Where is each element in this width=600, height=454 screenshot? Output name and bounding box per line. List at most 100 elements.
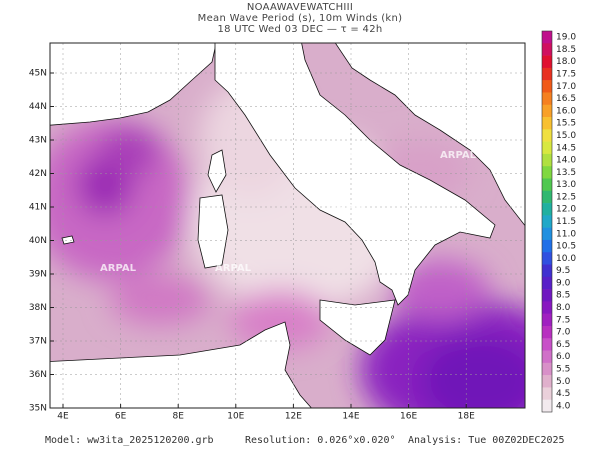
lat-label: 36N [29, 370, 47, 380]
colorbar-swatch [542, 313, 552, 327]
colorbar-swatch [542, 80, 552, 93]
colorbar-label: 11.0 [556, 229, 576, 239]
colorbar-label: 17.0 [556, 82, 576, 92]
colorbar-swatch [542, 289, 552, 302]
colorbar-label: 13.5 [556, 168, 576, 178]
colorbar-label: 9.0 [556, 278, 571, 288]
watermark: ARPAL [330, 203, 367, 214]
colorbar-swatch [542, 31, 552, 44]
watermark: ARPAL [100, 263, 137, 274]
colorbar-label: 6.5 [556, 340, 570, 350]
lon-label: 10E [227, 412, 244, 422]
colorbar-label: 8.5 [556, 291, 570, 301]
lat-label: 35N [29, 404, 47, 414]
watermark: ARPAL [330, 150, 367, 161]
colorbar-swatch [542, 166, 552, 179]
colorbar-swatch [542, 338, 552, 351]
land-sardinia [197, 194, 229, 269]
map-frame [49, 42, 526, 409]
lat-label: 44N [29, 102, 47, 112]
colorbar-swatch [542, 387, 552, 401]
lon-label: 12E [285, 412, 302, 422]
colorbar-label: 12.5 [556, 192, 576, 202]
colorbar-swatch [542, 215, 552, 228]
colorbar-label: 14.0 [556, 156, 576, 166]
colorbar-label: 4.0 [556, 401, 571, 411]
lat-label: 38N [29, 303, 47, 313]
map-labels: 45N 44N 43N 42N 41N 40N 39N 38N 37N 36N 35N 4E 6E 8E 1… [29, 69, 475, 422]
colorbar-swatch [542, 350, 552, 364]
colorbar-swatch [542, 92, 552, 106]
colorbar-label: 5.0 [556, 377, 571, 387]
colorbar-label: 6.0 [556, 352, 571, 362]
lon-label: 8E [172, 412, 184, 422]
footer-analysis: Analysis: Tue 00Z02DEC2025 [408, 435, 565, 446]
colorbar-swatch [542, 153, 552, 167]
colorbar-label: 15.0 [556, 131, 576, 141]
lon-label: 6E [115, 412, 127, 422]
colorbar-swatch [542, 264, 552, 278]
colorbar-swatch [542, 104, 552, 118]
land-italy [214, 43, 496, 306]
footer-resolution: Resolution: 0.026°x0.020° [245, 435, 396, 446]
colorbar-label: 18.5 [556, 45, 576, 55]
watermark: ARPAL [440, 150, 477, 161]
colorbar-swatch [542, 301, 552, 314]
lat-label: 41N [29, 203, 47, 213]
colorbar-label: 16.0 [556, 106, 576, 116]
model-name: NOAAWAVEWATCHIII [247, 2, 353, 13]
colorbar-swatch [542, 362, 552, 376]
colorbar-label: 15.5 [556, 119, 576, 129]
watermark: ARPAL [215, 263, 252, 274]
colorbar-label: 4.5 [556, 389, 570, 399]
lon-label: 14E [342, 412, 359, 422]
colorbar-swatch [542, 227, 552, 241]
lon-label: 16E [400, 412, 417, 422]
colorbar-swatch [542, 129, 552, 142]
colorbar-label: 10.0 [556, 254, 576, 264]
lat-label: 43N [29, 136, 47, 146]
colorbar-swatch [542, 190, 552, 204]
colorbar-swatch [542, 276, 552, 290]
colorbar-label: 14.5 [556, 143, 576, 153]
land-minorca [61, 235, 75, 245]
lat-label: 40N [29, 236, 47, 246]
colorbar-swatch [542, 178, 552, 192]
lat-label: 37N [29, 337, 47, 347]
subtitle: 18 UTC Wed 03 DEC — τ = 42h [217, 24, 382, 35]
land-corsica [207, 149, 227, 193]
lon-label: 4E [57, 412, 69, 422]
lon-label: 18E [458, 412, 475, 422]
colorbar-swatch [542, 141, 552, 155]
colorbar-label: 13.0 [556, 180, 576, 190]
colorbar-label: 17.5 [556, 70, 576, 80]
graticule [50, 43, 525, 408]
footer-model: Model: ww3ita_2025120200.grb [45, 435, 214, 446]
colorbar-label: 7.0 [556, 328, 571, 338]
land-africa [50, 321, 312, 408]
colorbar-label: 7.5 [556, 315, 570, 325]
colorbar-label: 10.5 [556, 242, 576, 252]
colorbar-swatch [542, 399, 552, 413]
colorbar-label: 9.5 [556, 266, 570, 276]
colorbar-label: 5.5 [556, 364, 570, 374]
colorbar-label: 16.5 [556, 94, 576, 104]
colorbar-frame [541, 30, 553, 413]
colorbar-swatch [542, 203, 552, 216]
colorbar-label: 19.0 [556, 33, 576, 43]
watermark: ARPAL [105, 48, 142, 59]
colorbar-label: 12.0 [556, 205, 576, 215]
title: Mean Wave Period (s), 10m Winds (kn) [198, 13, 403, 24]
lat-label: 45N [29, 69, 47, 79]
colorbar-swatch [542, 55, 552, 69]
colorbar-swatch [542, 325, 552, 339]
colorbar-label: 8.0 [556, 303, 571, 313]
colorbar-swatch [542, 375, 552, 388]
colorbar-swatch [542, 117, 552, 130]
colorbar-swatch [542, 43, 552, 56]
colorbar-swatch [542, 67, 552, 81]
lat-label: 42N [29, 169, 47, 179]
watermark: ARPAL [220, 48, 257, 59]
